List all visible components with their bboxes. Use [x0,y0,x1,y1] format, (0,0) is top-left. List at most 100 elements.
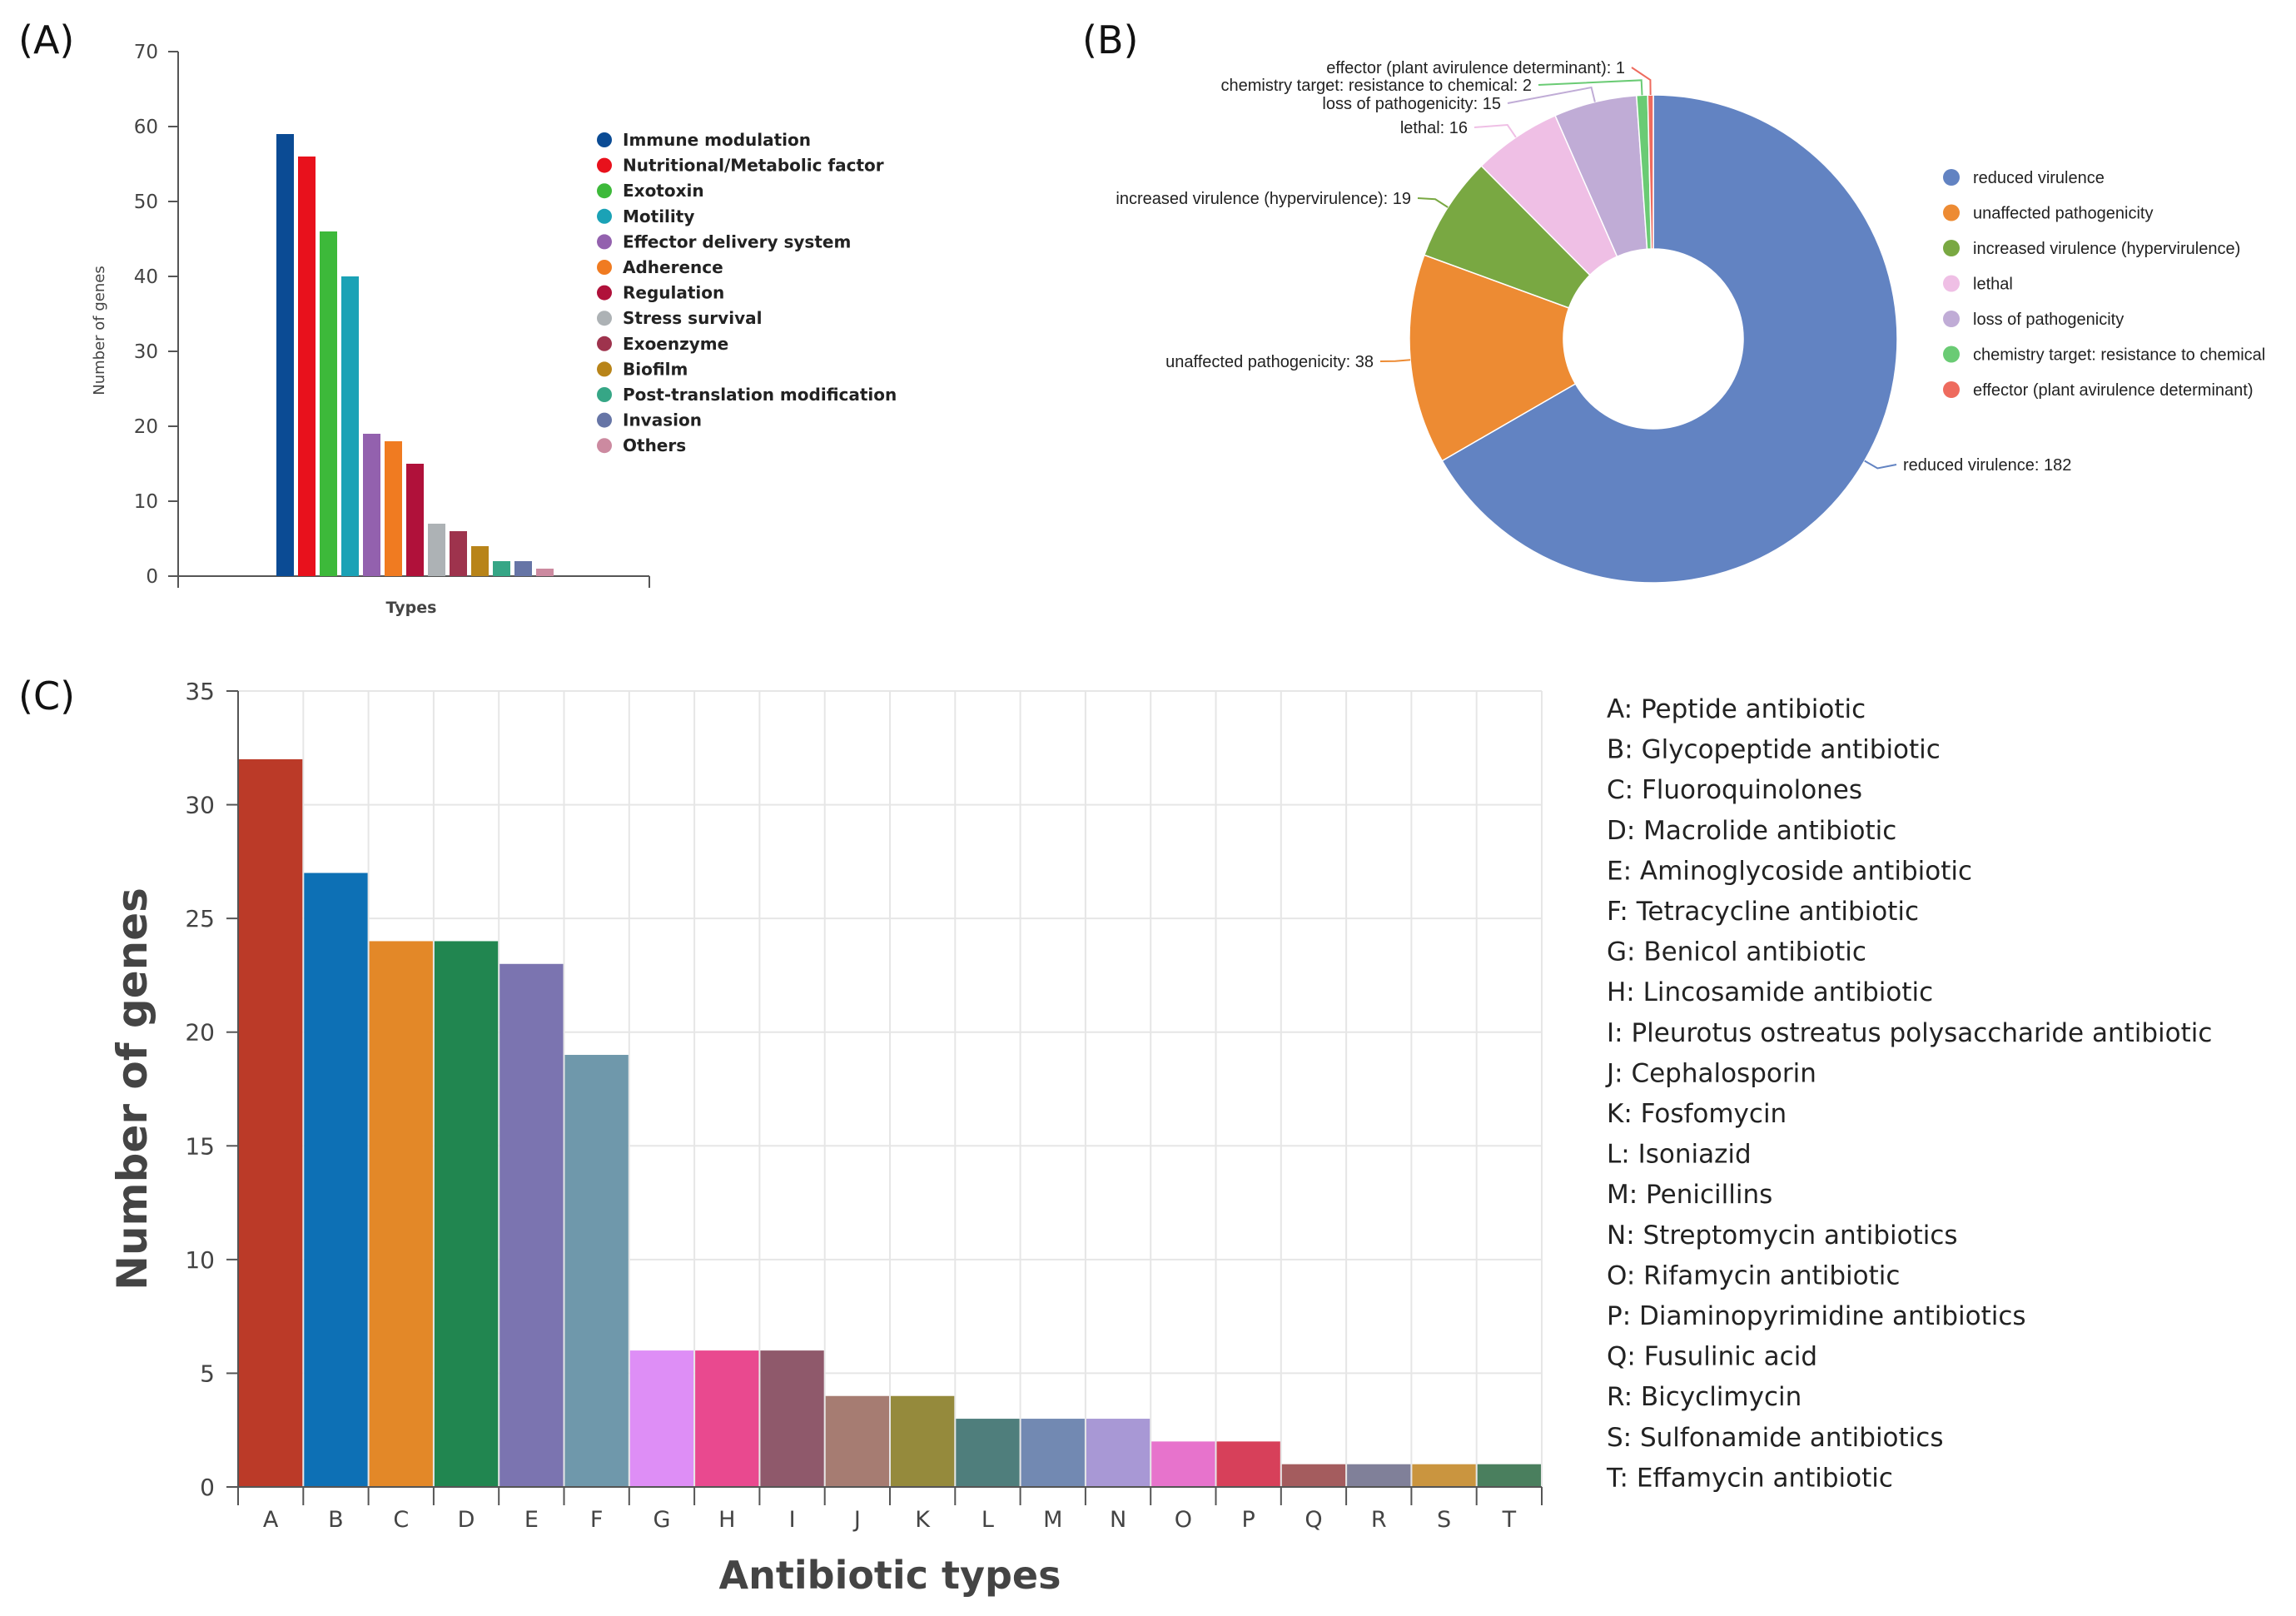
b-callout-line-increased-virulence-hypervirulence [1417,197,1449,208]
a-legend-swatch-regulation [597,285,612,301]
c-legend-item-l: L: Isoniazid [1607,1140,1752,1170]
c-legend-item-j: J: Cephalosporin [1605,1058,1816,1088]
a-bar-biofilm [471,546,489,576]
a-y-tick-label: 70 [134,42,158,63]
c-legend-item-n: N: Streptomycin antibiotics [1607,1221,1958,1251]
a-x-axis-title: Types [386,599,437,617]
a-legend-label-regulation: Regulation [623,283,724,303]
c-bar-n [1086,1419,1150,1487]
b-callout-line-chemistry-target-resistance-to-chemical [1538,79,1643,96]
panel-label-a: (A) [18,17,74,62]
c-bar-k [891,1395,955,1487]
a-bar-others [536,569,554,576]
a-legend-swatch-nutritional-metabolic-factor [597,157,612,173]
b-legend-swatch-increased-virulence-hypervirulence [1943,240,1960,256]
b-slice-unaffected-pathogenicity [1409,254,1577,462]
c-legend-item-s: S: Sulfonamide antibiotics [1607,1423,1943,1453]
c-bar-s [1412,1464,1476,1487]
c-x-tick-label-s: S [1437,1507,1451,1533]
a-bar-regulation [406,464,424,576]
a-legend-swatch-adherence [597,260,612,275]
c-x-tick-label-c: C [393,1507,409,1533]
b-callout-label-lethal: lethal: 16 [1400,119,1468,137]
a-legend-swatch-others [597,438,612,454]
c-legend-item-o: O: Rifamycin antibiotic [1607,1260,1900,1290]
c-legend-item-t: T: Effamycin antibiotic [1606,1463,1893,1493]
c-legend-item-r: R: Bicyclimycin [1607,1382,1802,1412]
a-bar-effector-delivery-system [363,434,380,576]
c-x-tick-label-j: J [852,1507,861,1533]
b-callout-line-reduced-virulence [1864,460,1897,470]
c-x-tick-label-o: O [1175,1507,1192,1533]
c-y-tick-label: 10 [185,1246,215,1274]
c-bar-p [1216,1441,1280,1487]
c-bar-o [1151,1441,1215,1487]
c-x-tick-label-a: A [263,1507,279,1533]
c-x-tick-label-r: R [1371,1507,1387,1533]
a-legend-label-others: Others [623,435,686,455]
c-x-tick-label-k: K [915,1507,931,1533]
b-callout-label-chemistry-target-resistance-to-chemical: chemistry target: resistance to chemical… [1221,77,1532,95]
b-callout-line-effector-plant-avirulence-determinant [1631,67,1652,96]
a-legend-swatch-exotoxin [597,183,612,199]
c-bar-r [1347,1464,1411,1487]
a-bar-post-translation-modification [493,561,510,576]
c-x-tick-label-t: T [1502,1507,1517,1533]
c-x-tick-label-n: N [1110,1507,1126,1533]
a-legend-swatch-exoenzyme [597,336,612,351]
c-bar-j [825,1395,889,1487]
c-x-tick-label-m: M [1043,1507,1062,1533]
a-legend-label-effector-delivery-system: Effector delivery system [623,231,851,251]
c-bar-i [760,1350,824,1487]
c-bar-l [956,1419,1020,1487]
c-legend-item-h: H: Lincosamide antibiotic [1607,977,1933,1007]
a-legend-label-invasion: Invasion [623,410,702,430]
b-legend-label-loss-of-pathogenicity: loss of pathogenicity [1973,311,2124,329]
c-x-tick-label-g: G [653,1507,670,1533]
a-bar-motility [341,276,359,576]
b-legend-label-unaffected-pathogenicity: unaffected pathogenicity [1973,205,2153,223]
a-bar-stress-survival [428,524,445,576]
c-legend-item-m: M: Penicillins [1607,1180,1772,1210]
c-bar-t [1477,1464,1541,1487]
a-y-tick-label: 50 [134,191,158,213]
c-y-tick-label: 0 [200,1474,215,1501]
c-legend-item-g: G: Benicol antibiotic [1607,937,1866,967]
b-callout-label-loss-of-pathogenicity: loss of pathogenicity: 15 [1322,95,1501,113]
a-y-axis-title: Number of genes [91,266,108,395]
phenotype-donut-chart: reduced virulence: 182 unaffected pathoge… [1116,59,2265,584]
c-y-tick-label: 30 [185,792,215,819]
b-slice-reduced-virulence [1441,94,1898,584]
a-y-tick-label: 20 [134,416,158,438]
b-legend-label-increased-virulence-hypervirulence: increased virulence (hypervirulence) [1973,240,2240,258]
c-x-tick-label-l: L [982,1507,994,1533]
b-legend-swatch-lethal [1943,275,1960,292]
c-legend-item-c: C: Fluoroquinolones [1607,775,1862,805]
c-legend-item-e: E: Aminoglycoside antibiotic [1607,856,1972,886]
a-bar-immune-modulation [276,134,294,576]
c-bar-c [369,941,433,1487]
c-x-tick-label-e: E [524,1507,539,1533]
c-legend-item-a: A: Peptide antibiotic [1607,694,1866,724]
panel-label-b: (B) [1082,17,1138,62]
a-y-tick-label: 40 [134,266,158,288]
b-callout-line-unaffected-pathogenicity [1379,359,1411,362]
a-bar-adherence [385,441,402,576]
b-callout-label-effector-plant-avirulence-determinant: effector (plant avirulence determinant):… [1326,59,1625,77]
b-callout-line-lethal [1474,123,1517,138]
c-bar-g [629,1350,694,1487]
b-legend-swatch-unaffected-pathogenicity [1943,204,1960,221]
b-callout-label-increased-virulence-hypervirulence: increased virulence (hypervirulence): 19 [1116,190,1411,208]
c-bar-b [304,873,368,1487]
c-legend-item-p: P: Diaminopyrimidine antibiotics [1607,1301,2026,1331]
a-legend-label-motility: Motility [623,206,694,226]
c-x-tick-label-q: Q [1305,1507,1322,1533]
c-legend-item-i: I: Pleurotus ostreatus polysaccharide an… [1607,1018,2212,1048]
c-x-axis-title: Antibiotic types [719,1553,1061,1598]
a-legend-label-exotoxin: Exotoxin [623,181,704,201]
b-legend-swatch-loss-of-pathogenicity [1943,311,1960,327]
antibiotic-resistance-bar-chart: 0 5 10 15 20 25 30 35 A B C D E F G H I J K L M N O P Q R S T Number… [108,678,2212,1598]
b-slice-effector-plant-avirulence-determinant [1647,94,1654,250]
c-legend-item-k: K: Fosfomycin [1607,1099,1787,1129]
c-legend-item-d: D: Macrolide antibiotic [1607,816,1896,846]
